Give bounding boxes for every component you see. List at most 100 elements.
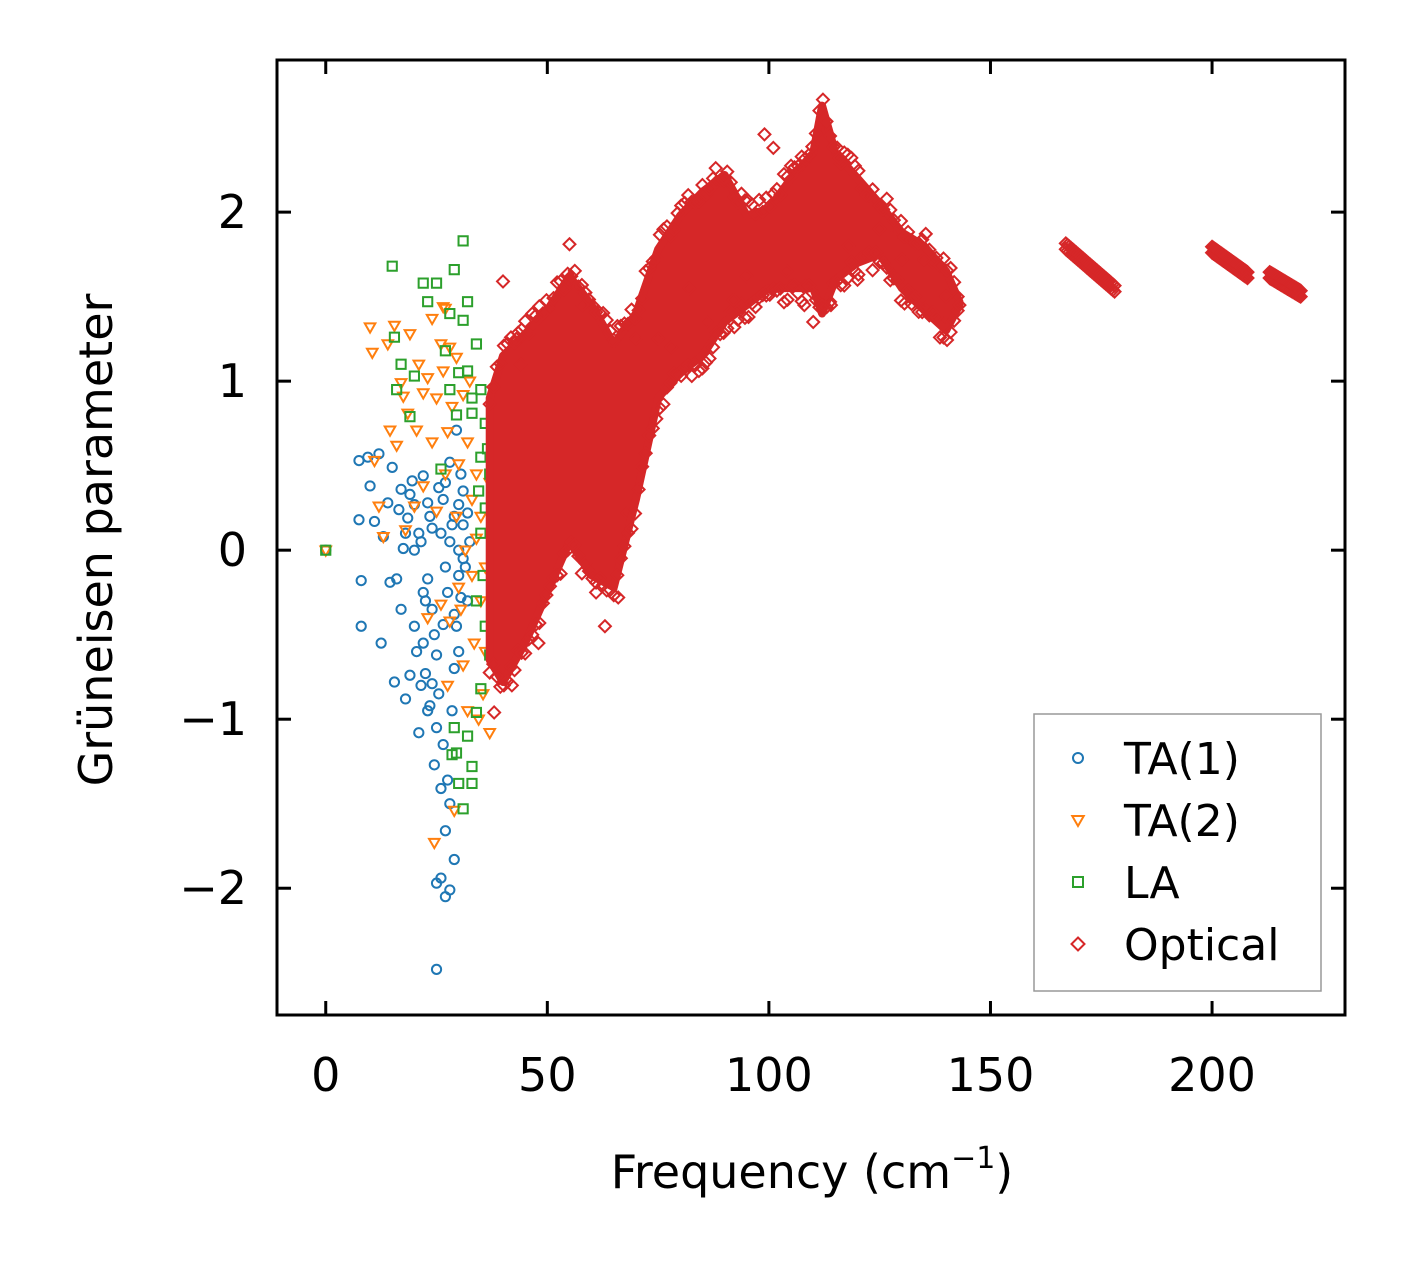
point-TA(2)-32 (442, 616, 457, 629)
point-TA(1)-40 (430, 963, 443, 975)
point-TA(2)-23 (425, 437, 440, 450)
optical-edge-point-137 (723, 304, 739, 320)
optical-edge-point-103 (663, 375, 678, 391)
optical-outlier-11 (619, 505, 635, 521)
optical-edge-point-134 (719, 164, 735, 180)
point-TA(2)-41 (460, 706, 475, 719)
point-TA(1)-37 (428, 759, 440, 771)
point-TA(2)-2 (365, 347, 380, 360)
optical-edge-point-98 (656, 221, 671, 237)
optical-edge-point-39 (549, 567, 565, 583)
point-TA(2)-10 (394, 378, 409, 391)
point-LA-33 (453, 777, 465, 790)
optical-edge-point-21 (517, 646, 533, 661)
optical-edge-point-142 (734, 186, 749, 202)
optical-outlier-23 (823, 297, 839, 313)
point-TA(1)-71 (417, 637, 429, 649)
optical-edge-point-58 (585, 297, 600, 313)
optical-edge-point-125 (702, 351, 717, 366)
point-TA(1)-9 (375, 637, 387, 649)
legend-label-la: LA (1124, 858, 1180, 909)
optical-outlier-34 (779, 263, 795, 279)
optical-outlier-15 (681, 280, 697, 296)
point-TA(2)-18 (416, 481, 431, 494)
optical-outlier-36 (850, 272, 865, 288)
point-TA(2)-27 (433, 599, 448, 612)
optical-outlier-2 (504, 678, 520, 693)
point-LA-35 (446, 749, 458, 761)
point-TA(1)-91 (455, 468, 467, 480)
optical-edge-point-0 (482, 396, 498, 412)
optical-outlier-17 (717, 170, 732, 186)
point-TA(1)-87 (415, 679, 427, 691)
optical-outlier-1 (495, 274, 511, 289)
legend-markers (1070, 752, 1086, 952)
point-LA-10 (435, 463, 447, 475)
axis-ticks: 0 50 100 150 200 −2 −1 0 1 2 (179, 60, 1345, 1102)
optical-edge-point-79 (620, 525, 636, 541)
point-TA(2)-42 (464, 494, 480, 507)
optical-edge-point-14 (507, 335, 522, 351)
point-TA(1)-30 (417, 470, 429, 482)
optical-outlier-8 (588, 585, 604, 600)
optical-edge-point-3 (485, 656, 501, 672)
optical-edge-point-43 (556, 545, 572, 561)
optical-edge-point-164 (773, 187, 788, 203)
optical-edge-point-19 (514, 645, 530, 661)
point-TA(2)-47 (473, 511, 488, 524)
point-TA(1)-49 (444, 456, 456, 468)
point-TA(2)-51 (482, 728, 497, 741)
optical-edge-point-119 (691, 363, 707, 379)
point-LA-7 (417, 277, 429, 289)
optical-edge-point-63 (592, 571, 608, 586)
optical-outlier-4 (513, 356, 529, 372)
x-tick-label-150: 150 (947, 1048, 1035, 1102)
point-TA(1)-14 (388, 676, 401, 688)
optical-edge-point-87 (634, 459, 650, 474)
point-LA-23 (470, 338, 483, 350)
optical-edge-point-150 (748, 206, 764, 222)
point-LA-48 (475, 384, 487, 396)
optical-edge-point-147 (741, 309, 756, 325)
optical-edge-point-124 (702, 181, 717, 197)
optical-edge-point-121 (695, 361, 710, 376)
point-LA-29 (470, 706, 483, 719)
point-TA(1)-62 (439, 561, 451, 573)
point-LA-13 (444, 307, 456, 320)
point-TA(1)-61 (435, 527, 447, 539)
optical-edge-point-75 (613, 550, 629, 566)
point-TA(2)-34 (447, 805, 462, 819)
point-TA(2)-7 (382, 425, 398, 438)
optical-edge-point-130 (712, 172, 728, 188)
y-tick-label-0: 0 (218, 523, 247, 577)
point-TA(1)-82 (437, 493, 449, 506)
optical-edge-point-70 (606, 332, 622, 348)
point-TA(1)-33 (422, 497, 434, 509)
optical-edge-point-27 (528, 617, 544, 632)
point-TA(1)-83 (433, 688, 445, 700)
optical-edge-point-24 (524, 306, 540, 322)
point-LA-19 (461, 296, 474, 308)
point-TA(2)-17 (411, 359, 426, 372)
optical-edge-point-251 (925, 304, 941, 320)
point-LA-22 (466, 760, 478, 773)
optical-edge-point-224 (879, 191, 895, 207)
optical-edge-point-38 (549, 274, 565, 290)
point-TA(1)-2 (353, 514, 365, 526)
optical-edge-point-262 (946, 274, 962, 290)
point-TA(2)-24 (427, 837, 442, 851)
point-TA(1)-26 (410, 645, 423, 658)
point-TA(2)-30 (440, 680, 455, 693)
point-TA(1)-88 (450, 620, 463, 632)
optical-edge-point-208 (851, 163, 866, 179)
point-TA(2)-33 (445, 401, 460, 415)
optical-edge-point-213 (858, 248, 873, 264)
point-TA(1)-35 (426, 678, 438, 690)
optical-edge-point-74 (613, 318, 629, 334)
optical-edge-point-260 (943, 260, 958, 276)
optical-edge-point-192 (822, 128, 838, 144)
optical-edge-point-256 (936, 251, 951, 266)
point-TA(1)-78 (457, 485, 469, 497)
optical-edge-point-190 (819, 114, 834, 129)
point-TA(1)-6 (364, 480, 376, 492)
